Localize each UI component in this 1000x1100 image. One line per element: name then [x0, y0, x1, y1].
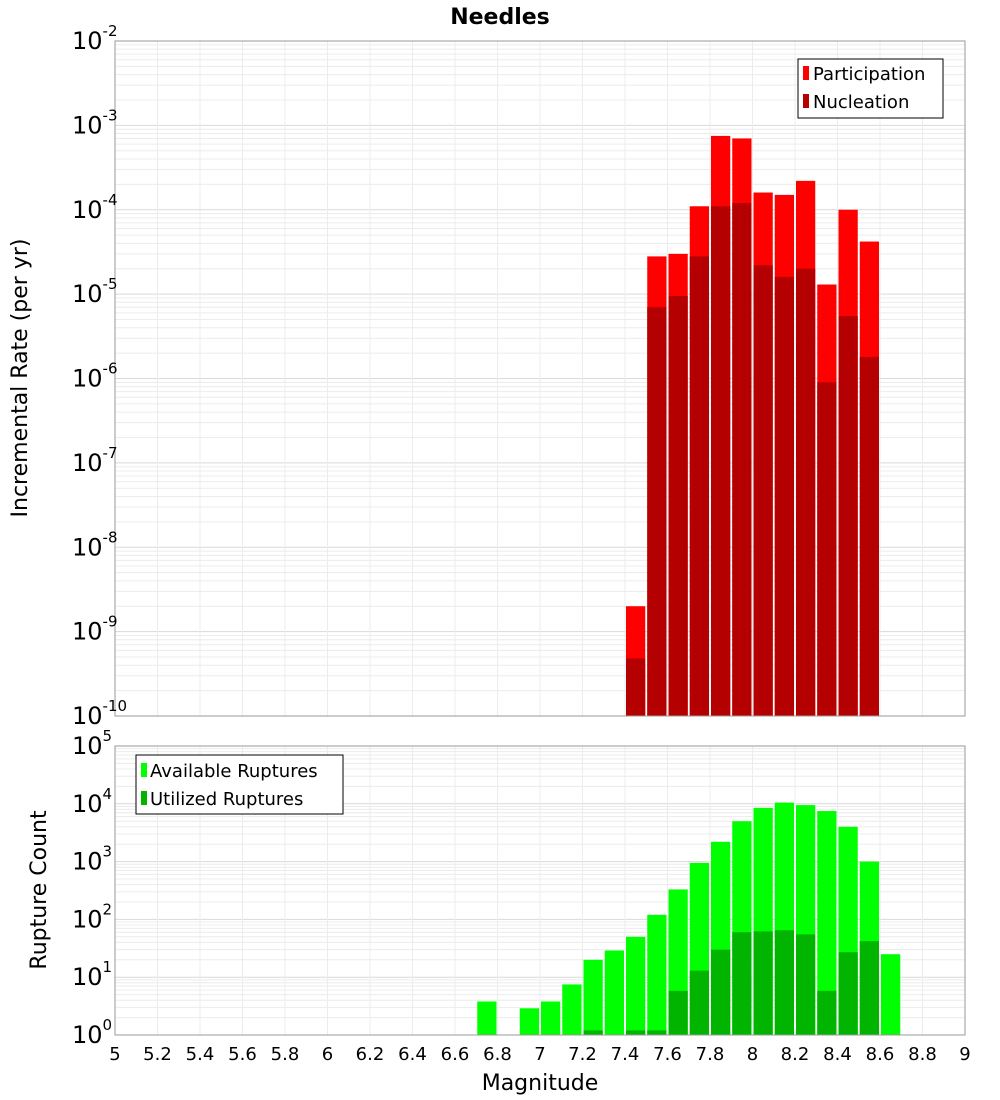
top-bars	[626, 135, 879, 717]
x-tick-label: 5.4	[186, 1044, 215, 1065]
bottom-bar-series1	[626, 936, 646, 1035]
x-tick-label: 5.8	[271, 1044, 300, 1065]
bottom-bar-series2	[583, 1030, 603, 1035]
chart-title: Needles	[450, 5, 550, 30]
bottom-bar-series1	[817, 811, 837, 1035]
bottom-y-axis-label: Rupture Count	[27, 810, 52, 970]
bottom-bar-series2	[859, 941, 879, 1035]
bottom-bar-series1	[562, 984, 582, 1035]
top-y-tick-label: 10-6	[72, 360, 118, 393]
top-bar-series2	[859, 356, 879, 716]
bottom-y-ticks: 105 104 103 102 101 100	[72, 727, 112, 1049]
bottom-bar-series1	[541, 1001, 561, 1035]
bottom-bar-series1	[519, 1008, 539, 1035]
top-bar-series2	[774, 276, 794, 716]
top-bar-series2	[711, 206, 731, 716]
bottom-bar-series2	[838, 952, 858, 1035]
bottom-bar-series1	[604, 950, 624, 1035]
top-bar-series2	[753, 265, 773, 716]
top-legend-box	[797, 58, 944, 119]
bottom-y-tick-label: 105	[72, 727, 112, 760]
x-tick-label: 6	[322, 1044, 333, 1065]
x-tick-label: 8.2	[781, 1044, 810, 1065]
x-tick-label: 8.6	[866, 1044, 895, 1065]
bottom-panel: 105 104 103 102 101 100 5 5.2 5.4 5.6 5.8 6 6.2 6.4 6…	[27, 727, 971, 1096]
x-tick-label: 9	[959, 1044, 970, 1065]
x-tick-label: 6.8	[483, 1044, 512, 1065]
legend-swatch-available	[141, 763, 147, 777]
top-plot-frame	[114, 40, 966, 717]
top-y-tick-label: 10-9	[72, 613, 118, 646]
bottom-bar-series2	[732, 932, 752, 1035]
x-axis-label: Magnitude	[482, 1071, 599, 1096]
legend-swatch-utilized	[141, 791, 147, 805]
legend-swatch-participation	[803, 66, 809, 80]
top-bar-series2	[668, 296, 688, 716]
top-bar-series2	[689, 256, 709, 716]
bottom-bar-series1	[647, 914, 667, 1035]
x-tick-label: 6.4	[398, 1044, 427, 1065]
bottom-bar-series2	[753, 931, 773, 1035]
x-tick-label: 8.8	[908, 1044, 937, 1065]
top-bar-series2	[732, 203, 752, 716]
bottom-bars	[477, 802, 901, 1035]
bottom-bar-series2	[711, 949, 731, 1035]
x-tick-label: 5	[109, 1044, 120, 1065]
top-bar-series2	[796, 268, 816, 716]
top-y-tick-label: 10-7	[72, 444, 118, 477]
bottom-bar-series2	[626, 1030, 646, 1035]
top-y-axis-label: Incremental Rate (per yr)	[8, 239, 33, 518]
x-tick-label: 8	[747, 1044, 758, 1065]
legend-label-nucleation: Nucleation	[813, 92, 909, 113]
bottom-bar-series2	[647, 1030, 667, 1035]
x-tick-label: 5.6	[228, 1044, 257, 1065]
top-bar-series2	[838, 316, 858, 716]
top-y-tick-label: 10-4	[72, 191, 118, 224]
top-bar-series2	[647, 307, 667, 716]
bottom-y-tick-label: 100	[72, 1016, 112, 1049]
bottom-y-tick-label: 102	[72, 900, 112, 933]
top-legend: Participation Nucleation	[797, 58, 944, 119]
bottom-y-tick-label: 104	[72, 785, 112, 818]
bottom-legend-box	[135, 754, 344, 815]
bottom-bar-series2	[689, 970, 709, 1035]
x-tick-label: 7.6	[653, 1044, 682, 1065]
bottom-bar-series1	[583, 959, 603, 1035]
bottom-plot-frame	[114, 745, 966, 1036]
bottom-y-tick-label: 103	[72, 843, 112, 876]
x-tick-label: 8.4	[823, 1044, 852, 1065]
top-bar-series2	[817, 382, 837, 716]
legend-label-participation: Participation	[813, 64, 925, 85]
bottom-bar-series1	[881, 954, 901, 1035]
top-y-tick-label: 10-10	[72, 697, 127, 730]
bottom-legend: Available Ruptures Utilized Ruptures	[135, 754, 344, 815]
bottom-bar-series2	[796, 934, 816, 1035]
top-y-tick-label: 10-3	[72, 106, 118, 139]
x-tick-label: 7.2	[568, 1044, 597, 1065]
x-tick-labels: 5 5.2 5.4 5.6 5.8 6 6.2 6.4 6.6 6.8 7 7.2 7.4 7.6 7.8 8…	[109, 1044, 970, 1065]
top-y-ticks: 10-2 10-3 10-4 10-5 10-6 10-7 10-8 10-9 10-10	[72, 22, 127, 730]
legend-label-utilized: Utilized Ruptures	[150, 789, 303, 810]
x-tick-label: 7.8	[696, 1044, 725, 1065]
bottom-bar-series2	[774, 930, 794, 1035]
x-tick-label: 7.4	[611, 1044, 640, 1065]
legend-swatch-nucleation	[803, 94, 809, 108]
x-tick-label: 6.2	[356, 1044, 385, 1065]
top-bar-series2	[626, 658, 646, 716]
x-tick-label: 5.2	[143, 1044, 172, 1065]
top-y-tick-label: 10-5	[72, 275, 118, 308]
top-panel: 10-2 10-3 10-4 10-5 10-6 10-7 10-8 10-9 10-10 In…	[8, 22, 966, 730]
bottom-y-tick-label: 101	[72, 958, 112, 991]
top-y-tick-label: 10-2	[72, 22, 118, 55]
bottom-bar-series2	[668, 990, 688, 1035]
bottom-bar-series1	[477, 1001, 497, 1035]
top-grid	[114, 41, 966, 717]
bottom-bar-series2	[817, 990, 837, 1035]
legend-label-available: Available Ruptures	[150, 761, 318, 782]
top-y-tick-label: 10-8	[72, 528, 118, 561]
x-tick-label: 7	[534, 1044, 545, 1065]
x-tick-label: 6.6	[441, 1044, 470, 1065]
